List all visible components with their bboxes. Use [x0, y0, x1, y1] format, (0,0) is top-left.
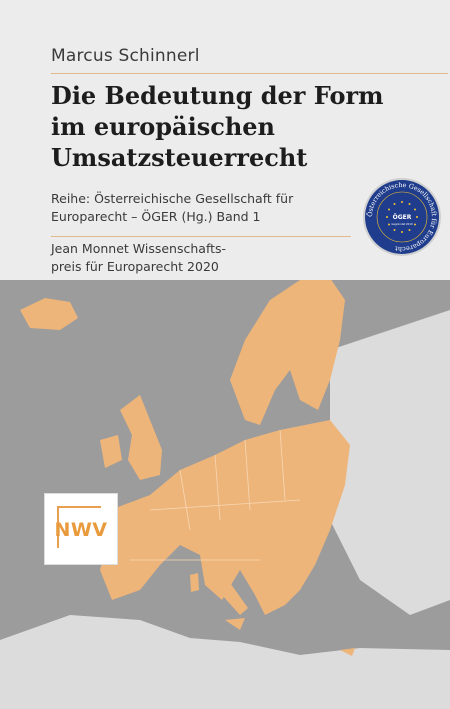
eastern-land — [330, 310, 450, 615]
book-title: Die Bedeutung der Form im europäischen U… — [51, 80, 411, 173]
italy — [195, 540, 248, 615]
title-line: Die Bedeutung der Form — [51, 81, 384, 110]
header-rule — [51, 73, 448, 74]
nwv-logo: NWV — [44, 493, 118, 565]
prize-line: Jean Monnet Wissenschafts- — [51, 241, 227, 256]
seal-sub-text: Gegründet 2019 — [391, 222, 413, 226]
series-rule — [51, 236, 351, 237]
prize-info: Jean Monnet Wissenschafts- preis für Eur… — [51, 240, 226, 276]
ireland — [100, 435, 122, 468]
europe-map — [0, 270, 450, 709]
oeger-seal: Österreichische Gesellschaft für Europar… — [363, 178, 441, 256]
cyprus — [340, 648, 355, 656]
sardinia — [190, 573, 199, 592]
mainland-europe — [100, 420, 350, 615]
iceland — [20, 298, 78, 330]
series-line: Reihe: Österreichische Gesellschaft für — [51, 191, 294, 206]
author-name: Marcus Schinnerl — [51, 46, 200, 66]
prize-line: preis für Europarecht 2020 — [51, 259, 219, 274]
title-line: Umsatzsteuerrecht — [51, 143, 308, 172]
scandinavia — [230, 278, 345, 425]
great-britain — [120, 395, 162, 480]
logo-frame — [57, 506, 101, 548]
north-africa-land — [0, 615, 450, 709]
series-line: Europarecht – ÖGER (Hg.) Band 1 — [51, 209, 261, 224]
seal-center-text: ÖGER — [393, 214, 412, 221]
logo-text: NWV — [54, 519, 108, 541]
title-line: im europäischen — [51, 112, 275, 141]
sicily — [225, 618, 245, 630]
series-info: Reihe: Österreichische Gesellschaft für … — [51, 190, 293, 226]
